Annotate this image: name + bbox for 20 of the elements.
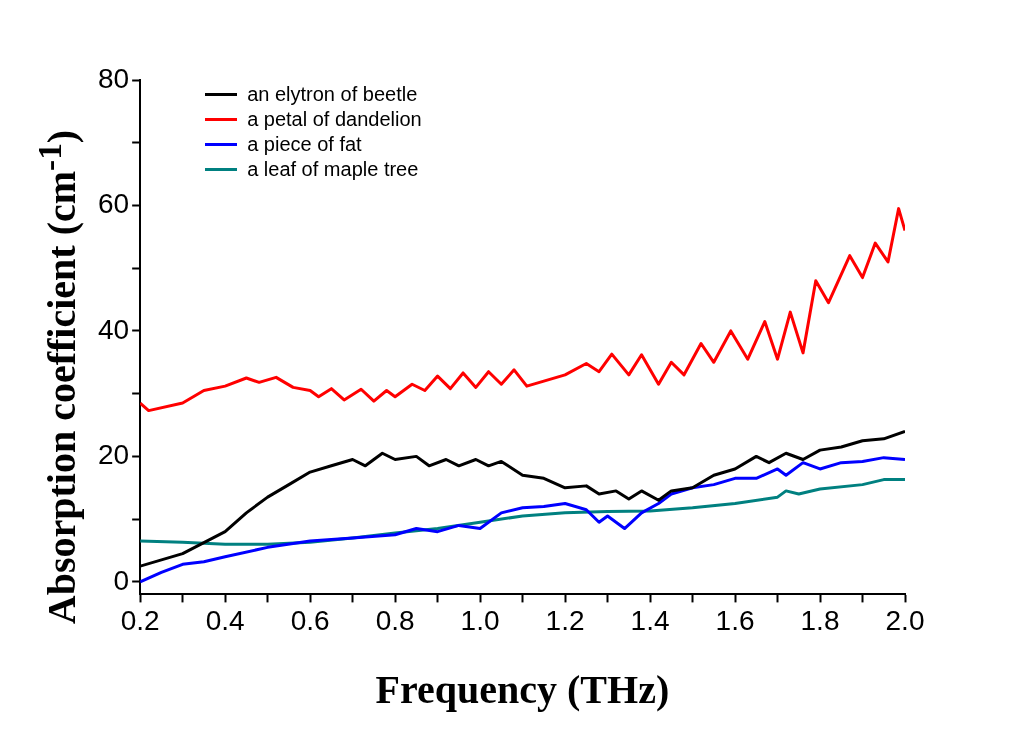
x-tick-label: 1.8 [800,604,840,636]
y-tick-label: 80 [97,62,130,94]
x-tick-label: 1.0 [460,604,500,636]
y-tick-label: 40 [97,313,130,345]
legend-label: an elytron of beetle [247,83,418,106]
y-tick-label: 20 [97,439,130,471]
legend-label: a piece of fat [247,133,362,156]
x-tick-label: 0.8 [375,604,415,636]
x-tick-label: 1.4 [630,604,670,636]
x-axis-title: Frequency (THz) [375,666,670,714]
x-tick-label: 2.0 [885,604,925,636]
x-tick-label: 0.4 [205,604,245,636]
legend-label: a leaf of maple tree [247,158,419,181]
y-tick-label: 60 [97,188,130,220]
x-tick-label: 1.2 [545,604,585,636]
x-tick-label: 0.6 [290,604,330,636]
x-tick-label: 0.2 [120,604,160,636]
x-tick-label: 1.6 [715,604,755,636]
legend-label: a petal of dandelion [247,108,422,131]
y-tick-label: 0 [113,564,130,596]
